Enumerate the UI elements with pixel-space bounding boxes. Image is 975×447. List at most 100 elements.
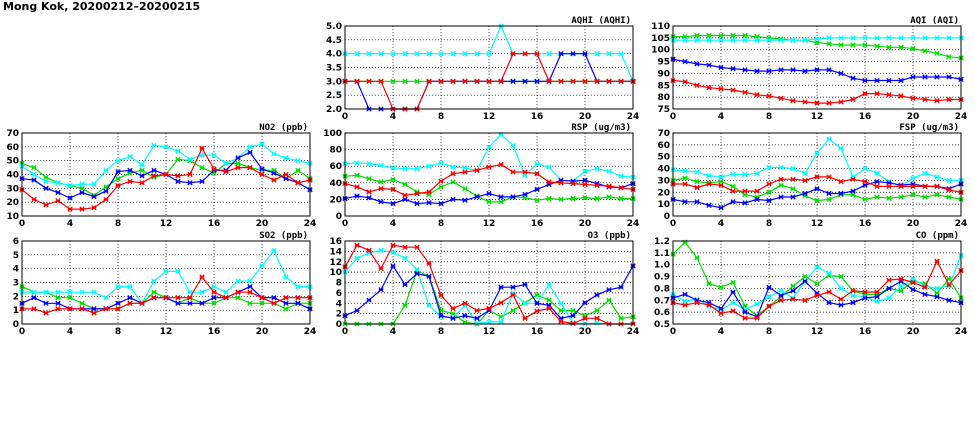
data-point	[450, 305, 456, 312]
data-point	[259, 295, 265, 301]
y-tick-label: 5.0	[326, 22, 342, 32]
y-tick-label: 4	[336, 299, 342, 309]
data-point	[582, 51, 588, 57]
data-point	[91, 310, 97, 316]
data-point	[175, 148, 181, 154]
data-point	[498, 300, 504, 306]
y-tick-label: 0.9	[654, 273, 670, 283]
data-point	[151, 173, 157, 179]
y-tick-label: 50	[657, 153, 670, 163]
data-point	[618, 195, 624, 202]
data-point	[259, 263, 265, 269]
series-line-2	[672, 180, 962, 209]
data-point	[211, 152, 217, 158]
data-point	[426, 163, 432, 169]
data-point	[934, 285, 940, 292]
data-point	[730, 199, 736, 205]
y-tick-label: 10	[657, 200, 670, 210]
data-point	[450, 310, 456, 317]
x-tick-label: 12	[811, 219, 824, 229]
data-point	[946, 194, 952, 200]
data-point	[790, 288, 796, 294]
data-point	[754, 37, 760, 43]
data-point	[55, 306, 61, 312]
data-point	[151, 278, 157, 284]
data-point	[814, 174, 820, 180]
x-tick-label: 20	[256, 327, 269, 337]
data-point	[766, 189, 772, 195]
data-point	[850, 176, 856, 182]
data-point	[223, 289, 229, 295]
data-point	[534, 186, 540, 193]
data-point	[522, 51, 528, 57]
data-point	[730, 299, 736, 306]
data-point	[934, 74, 940, 80]
data-point	[910, 183, 916, 190]
data-point	[486, 51, 492, 57]
data-point	[718, 64, 724, 71]
data-point	[838, 99, 844, 105]
y-tick-label: 6	[13, 237, 19, 247]
y-tick-label: 0	[13, 320, 19, 330]
chart-panel-0: 2.0 2.5 3.0 3.5 4.0 4.5 5.0 0 4 8 12 16 20 24 AQHI (AQ…	[326, 16, 639, 122]
data-point	[235, 155, 241, 161]
data-point	[79, 289, 85, 295]
data-point	[694, 169, 700, 175]
data-point	[534, 171, 540, 177]
data-point	[898, 77, 904, 84]
data-point	[826, 67, 832, 73]
data-point	[742, 67, 748, 73]
data-point	[706, 62, 712, 68]
data-point	[79, 300, 85, 306]
x-tick-label: 8	[438, 327, 444, 337]
data-point	[546, 281, 552, 288]
x-tick-label: 20	[907, 219, 920, 229]
data-point	[115, 182, 121, 189]
chart-title: SO2 (ppb)	[259, 231, 308, 241]
data-point	[426, 260, 432, 266]
data-point	[934, 174, 940, 180]
data-point	[802, 278, 808, 284]
data-point	[67, 182, 73, 189]
x-tick-label: 20	[579, 112, 592, 122]
data-point	[474, 167, 480, 174]
data-point	[558, 300, 564, 306]
data-point	[682, 79, 688, 85]
data-point	[187, 300, 193, 306]
x-tick-label: 8	[766, 219, 772, 229]
x-tick-label: 12	[483, 112, 496, 122]
data-point	[718, 305, 724, 312]
data-point	[754, 170, 760, 176]
data-point	[486, 199, 492, 205]
data-point	[510, 51, 516, 57]
data-point	[766, 37, 772, 43]
data-point	[850, 299, 856, 306]
data-point	[790, 176, 796, 182]
data-point	[790, 296, 796, 302]
data-point	[199, 178, 205, 185]
data-point	[706, 32, 712, 39]
x-tick-label: 8	[766, 112, 772, 122]
x-tick-label: 0	[670, 327, 676, 337]
chart-title: AQHI (AQHI)	[571, 16, 631, 26]
data-point	[426, 302, 432, 308]
data-point	[414, 266, 420, 273]
data-point	[778, 95, 784, 101]
data-point	[910, 286, 916, 293]
data-point	[247, 164, 253, 171]
data-point	[366, 195, 372, 201]
data-point	[790, 283, 796, 289]
x-tick-label: 20	[907, 112, 920, 122]
data-point	[874, 43, 880, 49]
y-tick-label: 3.0	[326, 77, 342, 87]
chart-panel-2: 10 20 30 40 50 60 70 0 4 8 12 16 20 24 NO2 (ppb)	[6, 123, 316, 229]
data-point	[402, 181, 408, 188]
data-point	[354, 307, 360, 314]
data-point	[115, 300, 121, 306]
data-point	[946, 297, 952, 303]
data-point	[223, 169, 229, 175]
data-point	[910, 35, 916, 41]
data-point	[778, 37, 784, 43]
data-point	[450, 78, 456, 84]
